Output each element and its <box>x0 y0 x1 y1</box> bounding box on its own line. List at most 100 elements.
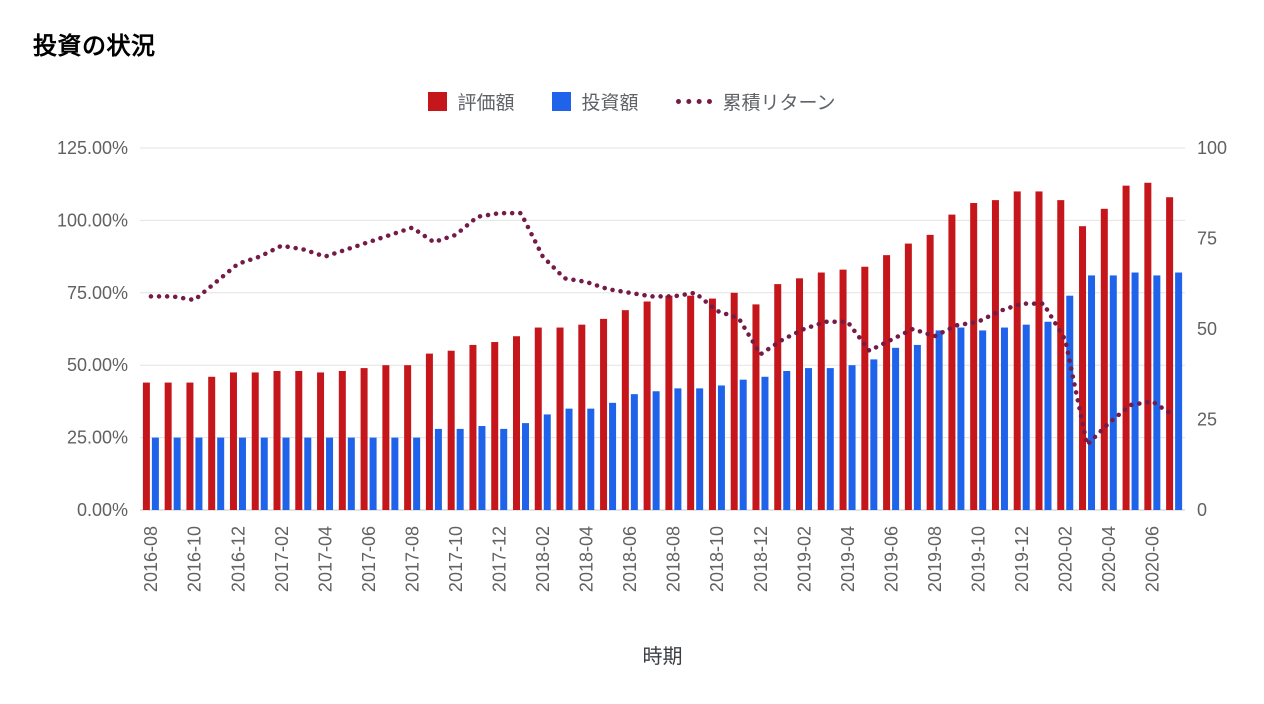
legend-label-cumulative-return: 累積リターン <box>722 93 836 114</box>
x-axis-tick-label: 2016-08 <box>141 526 161 592</box>
bar-evaluation <box>1035 191 1043 510</box>
bar-investment <box>282 437 290 510</box>
bar-evaluation <box>796 278 804 510</box>
x-axis-tick-label: 2020-02 <box>1056 526 1076 592</box>
bar-investment <box>347 437 355 510</box>
bar-investment <box>826 368 834 510</box>
bar-evaluation <box>883 255 891 510</box>
bar-investment <box>151 437 159 510</box>
bar-evaluation <box>208 376 216 510</box>
x-axis-tick-label: 2018-04 <box>577 526 597 592</box>
bar-investment <box>609 402 617 510</box>
bar-evaluation <box>861 266 869 510</box>
cumulative-return-line <box>148 210 1177 450</box>
bar-investment <box>1153 275 1161 510</box>
bar-evaluation <box>142 382 150 510</box>
x-axis-tick-label: 2019-10 <box>968 526 988 592</box>
x-axis-tick-label: 2019-02 <box>794 526 814 592</box>
bar-evaluation <box>621 310 629 510</box>
bar-evaluation <box>1057 200 1065 511</box>
legend-label-evaluation: 評価額 <box>457 93 515 114</box>
bar-evaluation <box>991 200 999 511</box>
chart-legend: 評価額 投資額 累積リターン <box>0 88 1264 115</box>
left-axis-tick-label: 125.00% <box>57 138 128 158</box>
left-axis-tick-label: 100.00% <box>57 210 128 230</box>
bar-investment <box>565 408 573 510</box>
bar-investment <box>696 388 704 510</box>
bar-evaluation <box>817 272 825 510</box>
bar-investment <box>260 437 268 510</box>
x-axis-tick-label: 2016-12 <box>228 526 248 592</box>
bar-evaluation <box>926 234 934 510</box>
bar-investment <box>870 359 878 510</box>
x-axis-tick-label: 2019-06 <box>881 526 901 592</box>
left-axis-tick-label: 50.00% <box>67 355 128 375</box>
bar-investment <box>1066 295 1074 510</box>
bar-investment <box>1175 272 1183 510</box>
bar-evaluation <box>512 336 520 510</box>
bar-investment <box>630 394 638 510</box>
bar-evaluation <box>774 284 782 510</box>
x-axis-tick-label: 2020-06 <box>1143 526 1163 592</box>
bar-investment <box>761 376 769 510</box>
investment-swatch-icon <box>552 92 572 111</box>
x-axis-tick-label: 2018-10 <box>707 526 727 592</box>
bar-evaluation <box>948 214 956 510</box>
bar-investment <box>456 428 464 510</box>
bar-investment <box>587 408 595 510</box>
left-axis-tick-label: 25.00% <box>67 428 128 448</box>
bar-investment <box>1022 324 1030 510</box>
evaluation-swatch-icon <box>428 92 448 111</box>
bar-evaluation <box>273 370 281 510</box>
legend-item-investment: 投資額 <box>552 88 638 115</box>
bar-investment <box>413 437 421 510</box>
x-axis-tick-label: 2017-08 <box>402 526 422 592</box>
bar-evaluation <box>1100 208 1108 511</box>
bar-evaluation <box>904 243 912 510</box>
bar-evaluation <box>730 292 738 510</box>
bar-evaluation <box>839 269 847 510</box>
bar-investment <box>521 423 529 510</box>
bar-evaluation <box>317 372 325 510</box>
bar-investment <box>783 370 791 510</box>
bar-investment <box>1000 327 1008 510</box>
bar-evaluation <box>1079 226 1087 510</box>
bar-evaluation <box>338 370 346 510</box>
bar-evaluation <box>491 342 499 510</box>
bar-evaluation <box>578 324 586 510</box>
legend-label-investment: 投資額 <box>581 93 639 114</box>
x-axis-tick-label: 2020-04 <box>1099 526 1119 592</box>
bar-evaluation <box>970 203 978 511</box>
bar-evaluation <box>556 327 564 510</box>
bar-evaluation <box>360 368 368 510</box>
bar-investment <box>935 330 943 510</box>
bar-investment <box>1131 272 1139 510</box>
bar-evaluation <box>600 318 608 510</box>
chart-title: 投資の状況 <box>33 33 156 60</box>
bar-investment <box>478 426 486 510</box>
bar-evaluation <box>469 344 477 510</box>
bar-investment <box>1088 275 1096 510</box>
bar-evaluation <box>1166 197 1174 510</box>
bar-investment <box>326 437 334 510</box>
bar-evaluation <box>164 382 172 510</box>
bar-investment <box>434 428 442 510</box>
x-axis-tick-label: 2017-12 <box>490 526 510 592</box>
bar-evaluation <box>1144 182 1152 510</box>
bar-investment <box>957 327 965 510</box>
bar-investment <box>1109 275 1117 510</box>
bar-evaluation <box>1013 191 1021 510</box>
x-axis-tick-label: 2017-02 <box>272 526 292 592</box>
bar-evaluation <box>251 372 259 510</box>
legend-item-evaluation: 評価額 <box>428 88 514 115</box>
bar-evaluation <box>687 295 695 510</box>
bar-investment <box>913 344 921 510</box>
bar-evaluation <box>404 365 412 510</box>
bar-investment <box>805 368 813 510</box>
bar-investment <box>500 428 508 510</box>
bar-investment <box>304 437 312 510</box>
right-axis-tick-label: 50 <box>1197 319 1217 339</box>
bar-evaluation <box>447 350 455 510</box>
